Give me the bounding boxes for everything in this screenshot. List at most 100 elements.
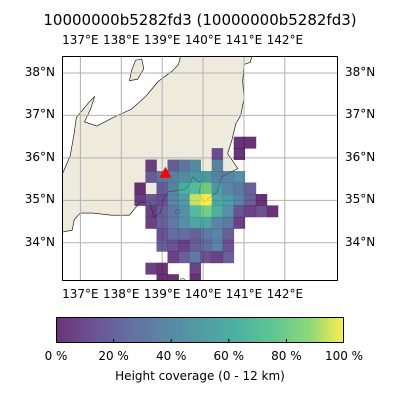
coverage-cell xyxy=(189,239,201,252)
coverage-cell xyxy=(244,136,257,149)
coverage-cell xyxy=(167,228,179,241)
lon-tick-label-top: 140°E xyxy=(184,33,222,47)
coverage-cell xyxy=(178,182,190,195)
coverage-cell xyxy=(178,228,190,241)
lat-tick-label-left: 36°N xyxy=(24,149,55,164)
coverage-cell xyxy=(233,148,246,160)
coverage-cell xyxy=(200,239,212,252)
lon-tick-label-top: 138°E xyxy=(103,33,140,47)
coverage-cell xyxy=(178,251,190,264)
lon-tick-label-bottom: 140°E xyxy=(184,287,222,301)
coverage-cell xyxy=(167,182,179,195)
map-frame xyxy=(62,56,338,281)
coverage-cell xyxy=(167,205,179,218)
station-marker-icon xyxy=(159,166,172,178)
coverage-cell xyxy=(145,205,157,218)
coverage-cell xyxy=(200,194,212,206)
coverage-cell xyxy=(156,205,168,218)
coverage-cell xyxy=(156,194,168,206)
coverage-cell xyxy=(178,159,190,172)
coverage-cell xyxy=(167,159,179,172)
coverage-cell xyxy=(134,194,146,206)
coverage-cell xyxy=(222,182,235,195)
coverage-cell xyxy=(200,205,212,218)
coverage-cell xyxy=(145,262,157,275)
lat-tick-label-right: 35°N xyxy=(345,192,376,207)
coverage-cell xyxy=(178,171,190,183)
coverage-cell xyxy=(222,194,235,206)
lon-tick-label-top: 142°E xyxy=(266,33,304,47)
coverage-cell xyxy=(167,239,179,252)
coverage-cell xyxy=(222,239,235,252)
coverage-cell xyxy=(156,216,168,229)
coverage-cell xyxy=(189,274,201,281)
lon-tick-label-top: 141°E xyxy=(225,33,263,47)
coverage-cell xyxy=(145,216,157,229)
coverage-cell xyxy=(233,216,246,229)
coverage-cell xyxy=(200,171,212,183)
sado-island xyxy=(129,58,145,81)
coverage-cell xyxy=(233,136,246,149)
colorbar-gradient xyxy=(56,317,344,343)
coverage-cell xyxy=(211,251,224,264)
coverage-cell xyxy=(189,182,201,195)
lat-tick-label-left: 37°N xyxy=(24,107,55,122)
coverage-cell xyxy=(178,216,190,229)
lat-tick-label-left: 35°N xyxy=(24,192,55,207)
coverage-cell xyxy=(189,262,201,275)
coverage-map xyxy=(62,56,338,281)
coverage-cell xyxy=(211,239,224,252)
coverage-cell xyxy=(156,239,168,252)
lon-tick-label-bottom: 137°E xyxy=(62,287,99,301)
coverage-cell xyxy=(178,194,190,206)
coverage-cell xyxy=(156,228,168,241)
coverage-cell xyxy=(200,216,212,229)
coverage-cell xyxy=(167,194,179,206)
coverage-cell xyxy=(145,171,157,183)
colorbar-tick-label: 0 % xyxy=(44,349,68,363)
colorbar-tick-label: 80 % xyxy=(271,349,302,363)
coverage-cell xyxy=(156,274,168,281)
coverage-cell xyxy=(222,216,235,229)
coverage-cell xyxy=(200,251,212,264)
coverage-cell xyxy=(244,194,257,206)
coverage-cell xyxy=(156,262,168,275)
lon-tick-label-bottom: 141°E xyxy=(225,287,263,301)
coverage-cell xyxy=(211,159,224,172)
coverage-cell xyxy=(200,182,212,195)
coverage-cell xyxy=(244,205,257,218)
coverage-cell xyxy=(189,194,201,206)
coverage-cell xyxy=(189,205,201,218)
colorbar xyxy=(56,317,344,343)
lat-tick-label-right: 37°N xyxy=(345,107,376,122)
coverage-cell xyxy=(222,228,235,241)
colorbar-tick-label: 40 % xyxy=(155,349,187,363)
coverage-cell xyxy=(211,148,224,160)
coverage-cell xyxy=(211,216,224,229)
coverage-cell xyxy=(167,216,179,229)
coverage-cell xyxy=(222,205,235,218)
lon-tick-label-bottom: 142°E xyxy=(266,287,304,301)
lon-tick-label-top: 139°E xyxy=(143,33,181,47)
coverage-cell xyxy=(211,228,224,241)
coverage-cell xyxy=(255,194,268,206)
coverage-cell xyxy=(222,171,235,183)
coverage-cell xyxy=(167,171,179,183)
lat-tick-label-right: 38°N xyxy=(345,64,376,79)
lat-tick-label-left: 34°N xyxy=(24,234,55,249)
coverage-cell xyxy=(266,205,279,218)
coverage-cell xyxy=(145,159,157,172)
coverage-cell xyxy=(233,171,246,183)
coverage-cell xyxy=(233,194,246,206)
coverage-cell xyxy=(167,251,179,264)
lat-tick-label-left: 38°N xyxy=(24,64,55,79)
lat-tick-label-right: 34°N xyxy=(345,234,376,249)
coverage-cell xyxy=(222,251,235,264)
coverage-cell xyxy=(189,171,201,183)
coverage-cell xyxy=(178,205,190,218)
coverage-cell xyxy=(134,182,146,195)
coverage-cell xyxy=(189,251,201,264)
colorbar-tick-label: 20 % xyxy=(98,349,129,363)
coverage-cell xyxy=(189,228,201,241)
coverage-cell xyxy=(167,274,179,281)
